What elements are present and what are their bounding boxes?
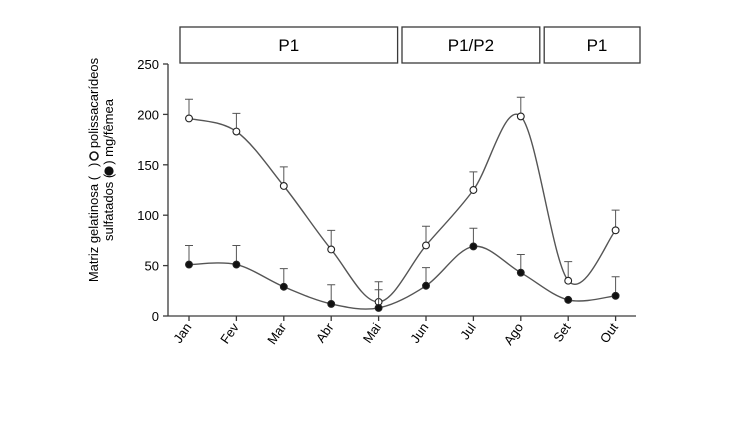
y-tick-label: 250 <box>137 57 159 72</box>
x-tick-label: Out <box>597 320 622 346</box>
data-point <box>185 114 193 123</box>
data-point <box>516 112 525 121</box>
x-tick-label: Jan <box>170 320 194 346</box>
x-tick-label: Ago <box>501 320 527 348</box>
x-tick-label: Jul <box>457 320 479 342</box>
period-band-label: P1 <box>587 36 608 55</box>
y-tick-label: 0 <box>152 309 159 324</box>
y-axis-title-line-2: sulfatados () mg/fêmea <box>101 98 116 241</box>
data-point <box>422 281 430 290</box>
data-point <box>611 226 620 235</box>
data-point <box>564 295 573 304</box>
data-point <box>469 242 478 251</box>
axes <box>167 64 636 317</box>
data-point <box>185 260 193 269</box>
data-point <box>279 182 288 190</box>
series-filled-circles <box>185 227 620 312</box>
data-point <box>469 186 478 194</box>
x-tick-label: Fev <box>217 320 242 347</box>
y-axis-title-line-1: Matriz gelatinosa () e polissacarídeos <box>86 57 101 282</box>
period-band-label: P1 <box>278 36 299 55</box>
period-band <box>179 26 399 64</box>
data-point <box>611 291 620 300</box>
x-tick-label: Jun <box>407 320 431 346</box>
y-tick-label: 50 <box>145 259 159 274</box>
x-tick-label: Mar <box>264 320 290 347</box>
x-tick-label: Abr <box>313 320 337 346</box>
legend-filled-circle-icon <box>104 166 114 176</box>
period-bands: P1 P1/P2 P1 <box>179 26 641 64</box>
y-axis-title-markers <box>89 151 114 176</box>
data-point <box>327 245 336 254</box>
legend-open-circle-icon <box>89 151 99 161</box>
x-ticks: Jan Fev Mar Abr Mai Jun Jul Ago Set Out <box>170 316 621 348</box>
data-point <box>232 127 241 136</box>
data-point <box>564 276 573 285</box>
series <box>185 96 620 312</box>
y-tick-label: 200 <box>137 107 159 122</box>
x-tick-label: Set <box>550 320 574 345</box>
data-point <box>327 299 336 308</box>
y-tick-label: 150 <box>137 158 159 173</box>
x-tick-label: Mai <box>360 320 384 346</box>
period-band <box>543 26 641 64</box>
y-axis-title: Matriz gelatinosa () e polissacarídeos s… <box>86 57 116 282</box>
data-point <box>374 303 383 312</box>
y-ticks: 0 50 100 150 200 250 <box>137 57 168 324</box>
data-point <box>422 241 430 250</box>
data-point <box>279 282 288 291</box>
y-tick-label: 100 <box>137 208 159 223</box>
data-point <box>516 268 525 277</box>
series-open-circles <box>185 96 620 306</box>
data-point <box>232 260 241 269</box>
period-band <box>401 26 541 64</box>
series-line <box>188 113 617 303</box>
series-line <box>188 245 616 310</box>
period-band-label: P1/P2 <box>448 36 494 55</box>
